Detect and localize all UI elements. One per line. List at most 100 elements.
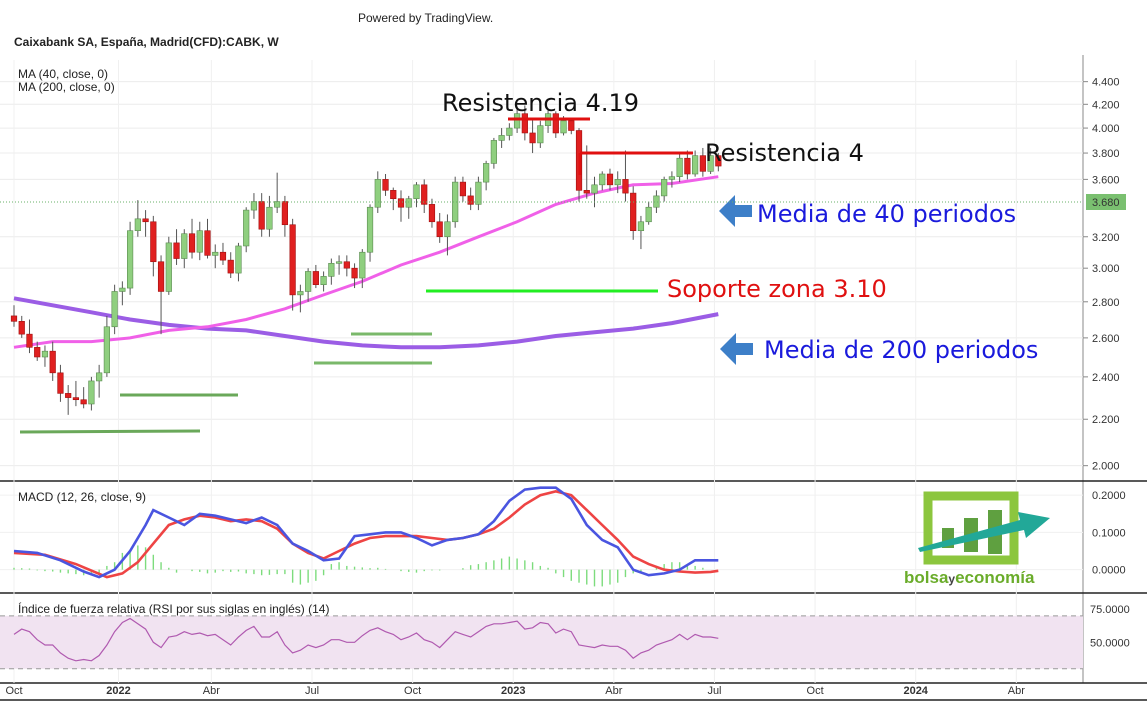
candle-body: [405, 198, 412, 208]
annotation-support: Soporte zona 3.10: [667, 275, 887, 303]
time-tick-label: 2024: [903, 685, 928, 697]
macd-histogram: [13, 545, 704, 587]
time-tick-label: Abr: [1008, 685, 1025, 697]
macd-tick-label: 0.1000: [1092, 527, 1126, 539]
candle-body: [591, 184, 598, 194]
candle-body: [165, 242, 172, 292]
time-tick-label: Oct: [5, 685, 22, 697]
candle-body: [343, 261, 350, 269]
candle-body: [250, 201, 258, 211]
candle-body: [637, 221, 645, 232]
candle-body: [281, 201, 289, 226]
candle-body: [127, 230, 134, 289]
annotation-resistance-419: Resistencia 4.19: [442, 89, 639, 117]
time-tick-label: Abr: [203, 685, 220, 697]
candle-body: [26, 333, 33, 348]
candle-body: [382, 179, 389, 191]
price-tick-label: 2.800: [1092, 297, 1120, 309]
ma200-line: [13, 296, 719, 350]
macd-tick-label: 0.2000: [1092, 490, 1126, 502]
candle-body: [428, 204, 436, 223]
candle-body: [568, 120, 575, 131]
candle-body: [498, 135, 505, 141]
candle-body: [521, 113, 528, 134]
candle-body: [444, 221, 451, 238]
price-tick-label: 3.000: [1092, 263, 1120, 275]
price-tick-label: 2.400: [1092, 372, 1120, 384]
price-tick-label: 4.000: [1092, 123, 1120, 135]
candle-body: [227, 259, 234, 274]
candle-body: [173, 242, 180, 259]
candle-body: [583, 190, 590, 194]
candle-body: [390, 190, 397, 200]
candle-body: [684, 157, 691, 175]
ma200-legend: MA (200, close, 0): [18, 80, 115, 94]
powered-by-label: Powered by TradingView.: [358, 11, 493, 25]
macd-line: [13, 486, 719, 579]
candle-body: [258, 201, 265, 230]
candle-body: [715, 155, 722, 167]
candle-body: [157, 261, 165, 292]
candle-body: [41, 350, 49, 358]
candle-body: [397, 198, 405, 208]
candle-body: [289, 224, 296, 296]
candle-body: [483, 163, 490, 183]
price-tick-label: 2.000: [1092, 461, 1120, 473]
price-tick-label: 2.600: [1092, 333, 1120, 345]
candle-body: [668, 176, 675, 180]
chart-frame: [0, 55, 1147, 701]
candle-body: [366, 206, 374, 253]
candle-body: [630, 192, 637, 232]
candle-body: [274, 201, 281, 208]
candle-body: [196, 230, 203, 253]
candle-body: [506, 127, 513, 136]
candle-body: [513, 113, 521, 129]
candle-body: [96, 372, 103, 382]
arrow-left-icon: [719, 195, 752, 227]
rsi-band-fill: [0, 615, 1083, 669]
candle-body: [266, 206, 273, 230]
annotations: Resistencia 4.19 Resistencia 4 Media de …: [19, 89, 1038, 434]
price-tick-label: 3.200: [1092, 232, 1120, 244]
arrow-left-icon: [720, 333, 753, 365]
macd-title: MACD (12, 26, close, 9): [18, 490, 146, 504]
rsi-band: [0, 615, 1083, 670]
candle-body: [421, 184, 428, 205]
candle-body: [312, 271, 319, 285]
price-tick-label: 4.400: [1092, 77, 1120, 89]
candle-body: [150, 221, 157, 263]
time-tick-label: Jul: [707, 685, 721, 697]
candle-body: [351, 267, 358, 279]
macd-signal-line: [13, 490, 719, 579]
candle-body: [305, 271, 312, 292]
price-tick-label: 2.200: [1092, 414, 1120, 426]
candle-body: [34, 347, 41, 358]
candle-body: [10, 315, 18, 322]
candle-body: [490, 140, 497, 164]
candle-body: [413, 184, 420, 200]
candle-body: [243, 209, 250, 247]
price-tick-label: 3.800: [1092, 148, 1120, 160]
symbol-title: Caixabank SA, España, Madrid(CFD):CABK, …: [14, 35, 279, 49]
last-price-label: 3.680: [1092, 197, 1120, 209]
candle-body: [661, 179, 668, 197]
grid-lines: [0, 60, 1083, 683]
candle-body: [599, 173, 606, 186]
candle-body: [212, 251, 219, 256]
candle-body: [653, 195, 660, 208]
ma40-legend: MA (40, close, 0): [18, 67, 108, 81]
candle-body: [335, 261, 343, 264]
candles: [10, 105, 722, 415]
candle-body: [459, 181, 467, 197]
candle-body: [436, 221, 443, 238]
candle-body: [134, 218, 141, 232]
candle-body: [614, 179, 621, 186]
candle-body: [537, 125, 544, 144]
candle-body: [111, 291, 118, 328]
price-tick-label: 4.200: [1092, 99, 1120, 111]
candle-body: [219, 251, 227, 261]
axis-labels: 4.400 4.200 4.000 3.800 3.600 3.200 3.000 2.800…: [5, 77, 1129, 697]
rsi-line: [13, 617, 719, 662]
old-support-line: [19, 429, 201, 434]
